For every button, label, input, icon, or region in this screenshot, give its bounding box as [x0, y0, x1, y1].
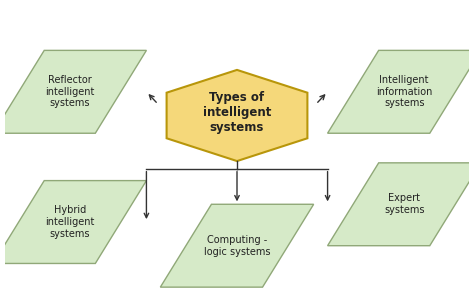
- Polygon shape: [166, 70, 308, 161]
- Polygon shape: [160, 204, 314, 287]
- Polygon shape: [328, 50, 474, 133]
- Polygon shape: [328, 163, 474, 246]
- Text: Types of
intelligent
systems: Types of intelligent systems: [203, 91, 271, 134]
- Text: Computing -
logic systems: Computing - logic systems: [204, 235, 270, 256]
- Polygon shape: [0, 181, 146, 263]
- Text: Reflector
intelligent
systems: Reflector intelligent systems: [45, 75, 94, 108]
- Text: Hybrid
intelligent
systems: Hybrid intelligent systems: [45, 205, 94, 239]
- Polygon shape: [0, 50, 146, 133]
- Text: Intelligent
information
systems: Intelligent information systems: [376, 75, 432, 108]
- Text: Expert
systems: Expert systems: [384, 194, 425, 215]
